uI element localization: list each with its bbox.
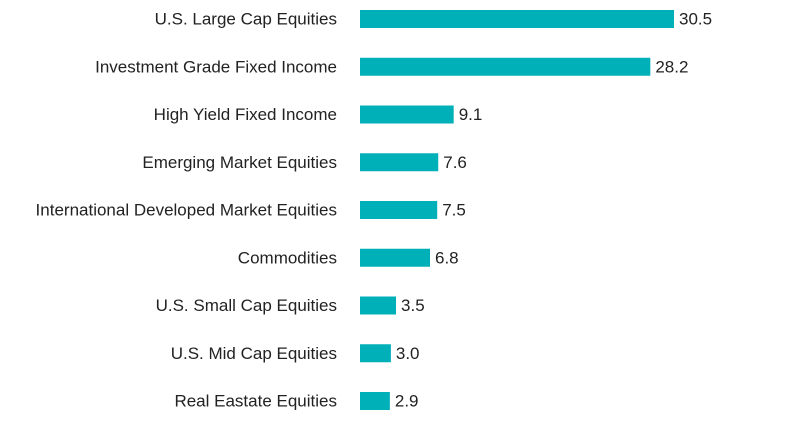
- bar: [360, 248, 431, 267]
- bar: [360, 105, 454, 124]
- bar: [360, 57, 651, 76]
- category-label: Investment Grade Fixed Income: [95, 57, 337, 76]
- value-label: 28.2: [655, 57, 688, 76]
- value-label: 6.8: [435, 248, 459, 267]
- category-label: U.S. Small Cap Equities: [156, 296, 337, 315]
- category-label: U.S. Mid Cap Equities: [171, 344, 337, 363]
- value-label: 2.9: [395, 392, 419, 411]
- value-label: 7.5: [442, 201, 466, 220]
- value-label: 7.6: [443, 153, 467, 172]
- category-label: Real Eastate Equities: [174, 392, 337, 411]
- bar: [360, 296, 397, 315]
- category-label: U.S. Large Cap Equities: [155, 10, 337, 29]
- bar: [360, 201, 438, 219]
- bar: [360, 392, 390, 410]
- value-label: 9.1: [459, 105, 483, 124]
- category-label: International Developed Market Equities: [36, 201, 337, 220]
- value-label: 3.5: [401, 296, 425, 315]
- bar: [360, 153, 439, 172]
- value-label: 30.5: [679, 10, 712, 29]
- category-label: High Yield Fixed Income: [154, 105, 337, 124]
- bar: [360, 10, 674, 28]
- bar: [360, 344, 391, 363]
- category-label: Commodities: [238, 248, 337, 267]
- category-label: Emerging Market Equities: [142, 153, 337, 172]
- value-label: 3.0: [396, 344, 420, 363]
